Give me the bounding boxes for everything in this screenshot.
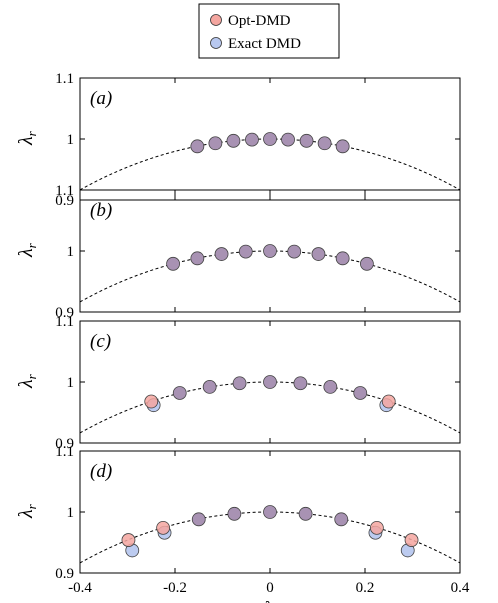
legend-marker-exact <box>210 37 222 49</box>
panels: 0.911.1λr(a)0.911.1λr(b)0.911.1λr(c)0.91… <box>15 71 461 582</box>
x-axis-symbol: λ <box>263 598 273 603</box>
point-exact-dmd <box>191 512 206 527</box>
point-exact-dmd <box>335 251 350 266</box>
y-tick-label: 0.9 <box>55 566 74 582</box>
y-tick-label: 0.9 <box>55 436 74 452</box>
panel-0: 0.9 1 1.1 λr (a) <box>15 71 461 209</box>
y-axis-label: λr <box>15 130 39 146</box>
point-exact-dmd <box>238 244 253 259</box>
x-axis-label: λi <box>263 598 277 603</box>
y-axis-label: λr <box>15 503 39 519</box>
panel-label: (c) <box>90 331 111 352</box>
legend: Opt-DMD Exact DMD <box>198 3 340 59</box>
panel-label: (a) <box>90 88 112 109</box>
y-tick-label: 1.1 <box>55 444 74 460</box>
point-opt-dmd <box>144 394 159 409</box>
y-axis-symbol: λ <box>15 248 37 258</box>
point-exact-dmd <box>190 139 205 154</box>
x-tick-label: 0.2 <box>356 580 375 596</box>
point-exact-dmd <box>190 251 205 266</box>
x-axis: -0.4 -0.2 0 0.2 0.4 λi <box>68 580 470 603</box>
point-exact-dmd <box>227 506 242 521</box>
panel-label: (d) <box>90 461 112 482</box>
point-exact-dmd <box>263 132 277 146</box>
legend-marker-opt <box>210 14 222 26</box>
point-exact-dmd <box>335 139 350 154</box>
y-tick-label: 1.1 <box>55 71 74 87</box>
point-opt-dmd <box>381 394 396 409</box>
point-exact-dmd <box>317 136 332 151</box>
x-tick-label: -0.2 <box>163 580 187 596</box>
y-axis-subscript: r <box>24 130 39 136</box>
y-axis-symbol: λ <box>15 136 37 146</box>
point-exact-dmd <box>293 376 308 391</box>
y-axis-subscript: r <box>24 503 39 509</box>
point-exact-dmd <box>245 132 259 147</box>
point-exact-dmd <box>353 386 368 400</box>
point-exact-dmd <box>287 244 302 259</box>
point-exact-dmd <box>263 505 277 519</box>
point-exact-dmd <box>166 256 181 271</box>
point-exact-dmd <box>214 247 229 261</box>
point-opt-dmd <box>121 533 136 547</box>
y-axis-subscript: r <box>24 373 39 379</box>
point-exact-dmd <box>334 512 349 527</box>
point-exact-dmd <box>202 379 217 394</box>
legend-label-opt: Opt-DMD <box>228 13 291 29</box>
y-tick-label: 0.9 <box>55 193 74 209</box>
y-axis-subscript: r <box>24 242 39 248</box>
point-exact-dmd <box>263 375 277 389</box>
y-axis-symbol: λ <box>15 379 37 389</box>
point-exact-dmd <box>359 256 374 271</box>
panel-1: 0.9 1 1.1 λr (b) <box>15 183 461 321</box>
y-tick-label: 1 <box>67 505 75 521</box>
y-tick-label: 1.1 <box>55 183 74 199</box>
x-tick-label: 0.4 <box>451 580 470 596</box>
y-tick-label: 1 <box>67 375 75 391</box>
y-tick-label: 1 <box>67 244 75 260</box>
point-exact-dmd <box>232 376 247 391</box>
legend-box <box>198 3 340 59</box>
y-axis-label: λr <box>15 242 39 258</box>
point-exact-dmd <box>281 132 295 147</box>
reference-curve <box>80 138 460 191</box>
point-exact-dmd <box>323 379 338 394</box>
y-axis-symbol: λ <box>15 509 37 519</box>
point-exact-dmd <box>226 133 241 148</box>
point-exact-dmd <box>263 244 277 258</box>
legend-label-exact: Exact DMD <box>228 36 301 52</box>
y-tick-label: 1.1 <box>55 314 74 330</box>
point-opt-dmd <box>156 520 171 535</box>
y-axis-label: λr <box>15 373 39 389</box>
point-exact-dmd <box>299 133 314 148</box>
point-exact-dmd <box>311 247 326 261</box>
x-tick-label: -0.4 <box>68 580 92 596</box>
panel-label: (b) <box>90 200 112 221</box>
point-opt-dmd <box>369 520 384 535</box>
reference-curve <box>80 250 460 303</box>
reference-curve <box>80 381 460 434</box>
y-tick-label: 0.9 <box>55 305 74 321</box>
x-tick-label: 0 <box>266 580 274 596</box>
y-tick-label: 1 <box>67 132 75 148</box>
point-exact-dmd <box>172 386 187 400</box>
point-exact-dmd <box>208 136 223 151</box>
panel-3: 0.9 1 1.1 λr (d) <box>15 444 461 582</box>
point-opt-dmd <box>404 533 419 547</box>
panel-2: 0.9 1 1.1 λr (c) <box>15 314 461 452</box>
point-exact-dmd <box>298 506 313 521</box>
